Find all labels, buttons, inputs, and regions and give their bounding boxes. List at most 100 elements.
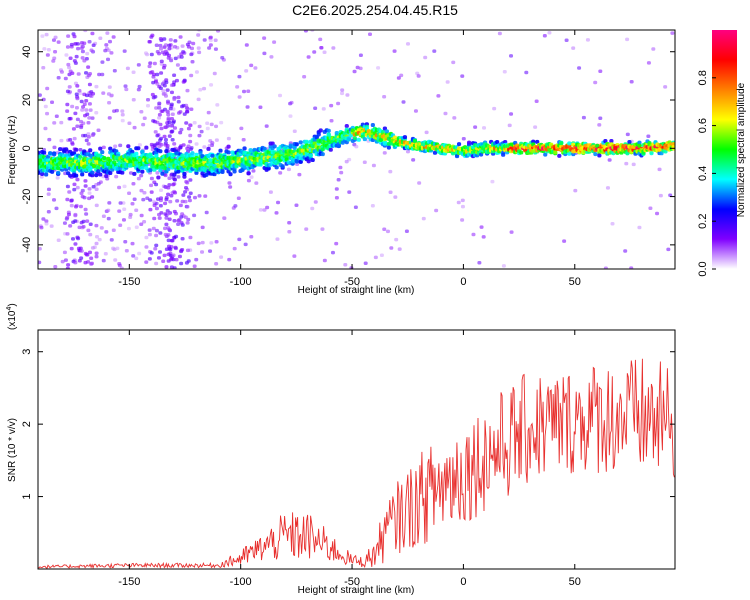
spectrogram-cell	[343, 263, 348, 267]
spectrogram-cell	[178, 110, 183, 114]
spectrogram-cell	[81, 219, 86, 224]
spectrogram-cell	[139, 222, 144, 226]
spectrogram-cell	[136, 87, 141, 92]
spectrogram-cell	[192, 195, 197, 200]
spectrogram-cell	[178, 35, 183, 39]
colorbar-tick-label: 0.0	[697, 261, 709, 276]
spectrogram-cell	[80, 172, 85, 177]
spectrogram-cell	[254, 181, 259, 185]
spectrogram-cell	[460, 198, 465, 203]
spectrogram-cell	[382, 141, 387, 146]
spectrogram-cell	[268, 190, 273, 194]
spectrogram-cell	[190, 59, 195, 64]
spectrogram-cell	[149, 183, 154, 188]
spectrogram-cell	[80, 188, 85, 193]
spectrogram-cell	[144, 235, 149, 240]
spectrogram-cell	[322, 50, 327, 54]
colorbar-label: Normalized spectral amplitude	[736, 82, 747, 217]
spectrogram-cell	[434, 208, 439, 213]
spectrogram-cell	[344, 124, 349, 129]
spectrogram-cell	[286, 167, 291, 172]
spectrogram-x-label: Height of straight line (km)	[298, 285, 415, 296]
spectrogram-cell	[185, 248, 190, 253]
spectrogram-cell	[507, 123, 512, 128]
spectrogram-cell	[670, 31, 675, 35]
spectrogram-cell	[158, 37, 163, 41]
spectrogram-cell	[605, 186, 610, 190]
spectrogram-cell	[117, 185, 122, 190]
spectrogram-cell	[162, 83, 167, 88]
spectrogram-cell	[625, 37, 630, 42]
spectrogram-cell	[78, 204, 83, 209]
spectrogram-cell	[318, 128, 323, 133]
spectrogram-cell	[150, 164, 155, 169]
spectrogram-cell	[249, 175, 254, 179]
spectrogram-cell	[87, 102, 92, 106]
spectrogram-cell	[66, 212, 71, 217]
spectrogram-cell	[88, 71, 93, 76]
spectrogram-cell	[214, 138, 219, 142]
spectrogram-cell	[155, 72, 160, 77]
spectrogram-cell	[394, 237, 399, 242]
spectrogram-cell	[140, 169, 145, 174]
spectrogram-cell	[235, 85, 240, 89]
spectrogram-cell	[213, 38, 218, 42]
spectrogram-cell	[386, 141, 391, 146]
spectrogram-cell	[161, 89, 166, 93]
spectrogram-cell	[155, 141, 160, 146]
spectrogram-cell	[122, 207, 127, 212]
spectrogram-cell	[79, 46, 84, 50]
spectrogram-cell	[294, 142, 299, 147]
spectrogram-cell	[94, 254, 99, 259]
spectrogram-cell	[197, 124, 202, 129]
spectrogram-cell	[172, 80, 177, 84]
spectrogram-cell	[226, 136, 231, 141]
spectrogram-cell	[166, 101, 171, 105]
spectrogram-cell	[388, 190, 393, 194]
colorbar-tick-label: 0.6	[697, 118, 709, 133]
spectrogram-cell	[109, 238, 114, 242]
spectrogram-cell	[356, 137, 361, 142]
spectrogram-cell	[340, 91, 345, 96]
spectrogram-cell	[334, 131, 339, 136]
spectrogram-cell	[233, 204, 238, 208]
spectrogram-cell	[167, 217, 172, 222]
spectrogram-cell	[362, 137, 367, 142]
spectrogram-cell	[322, 258, 327, 263]
spectrogram-cell	[172, 126, 177, 130]
spectrogram-cell	[131, 70, 136, 75]
spectrogram-cell	[180, 44, 185, 48]
spectrogram-cell	[86, 228, 91, 233]
spectrogram-cell	[169, 256, 174, 261]
spectrogram-cell	[417, 181, 422, 185]
spectrogram-cell	[164, 80, 169, 85]
spectrogram-cell	[154, 106, 159, 110]
spectrogram-cell	[153, 130, 158, 134]
spectrogram-cell	[344, 159, 349, 164]
spectrogram-cell	[107, 85, 112, 89]
spectrogram-cell	[75, 117, 80, 122]
spectrogram-cell	[40, 34, 45, 38]
spectrogram-cell	[94, 84, 99, 89]
spectrogram-cell	[152, 203, 157, 208]
spectrogram-cell	[220, 55, 225, 60]
spectrogram-cell	[266, 166, 271, 171]
spectrogram-cell	[163, 94, 168, 98]
spectrogram-cell	[45, 111, 50, 116]
spectrogram-cell	[384, 129, 389, 134]
spectrogram-cell	[330, 250, 335, 255]
spectrogram-y-label: Frequency (Hz)	[7, 116, 18, 185]
spectrogram-cell	[367, 32, 372, 37]
spectrogram-cell	[38, 150, 41, 155]
spectrogram-cell	[89, 48, 94, 52]
spectrogram-cell	[171, 176, 176, 180]
spectrogram-cell	[152, 72, 157, 77]
spectrogram-cell	[167, 46, 172, 51]
spectrogram-cell	[50, 100, 55, 104]
spectrogram-cell	[456, 142, 462, 147]
spectrogram-cell	[68, 224, 73, 228]
spectrogram-cell	[71, 127, 76, 131]
spectrogram-cell	[328, 147, 333, 152]
spectrogram-cell	[167, 176, 172, 180]
spectrogram-cell	[178, 130, 183, 135]
